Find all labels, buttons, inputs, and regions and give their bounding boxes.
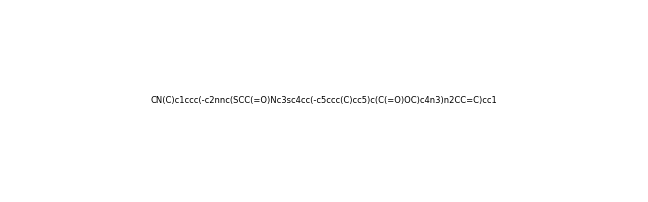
Text: CN(C)c1ccc(-c2nnc(SCC(=O)Nc3sc4cc(-c5ccc(C)cc5)c(C(=O)OC)c4n3)n2CC=C)cc1: CN(C)c1ccc(-c2nnc(SCC(=O)Nc3sc4cc(-c5ccc… [150,97,498,105]
